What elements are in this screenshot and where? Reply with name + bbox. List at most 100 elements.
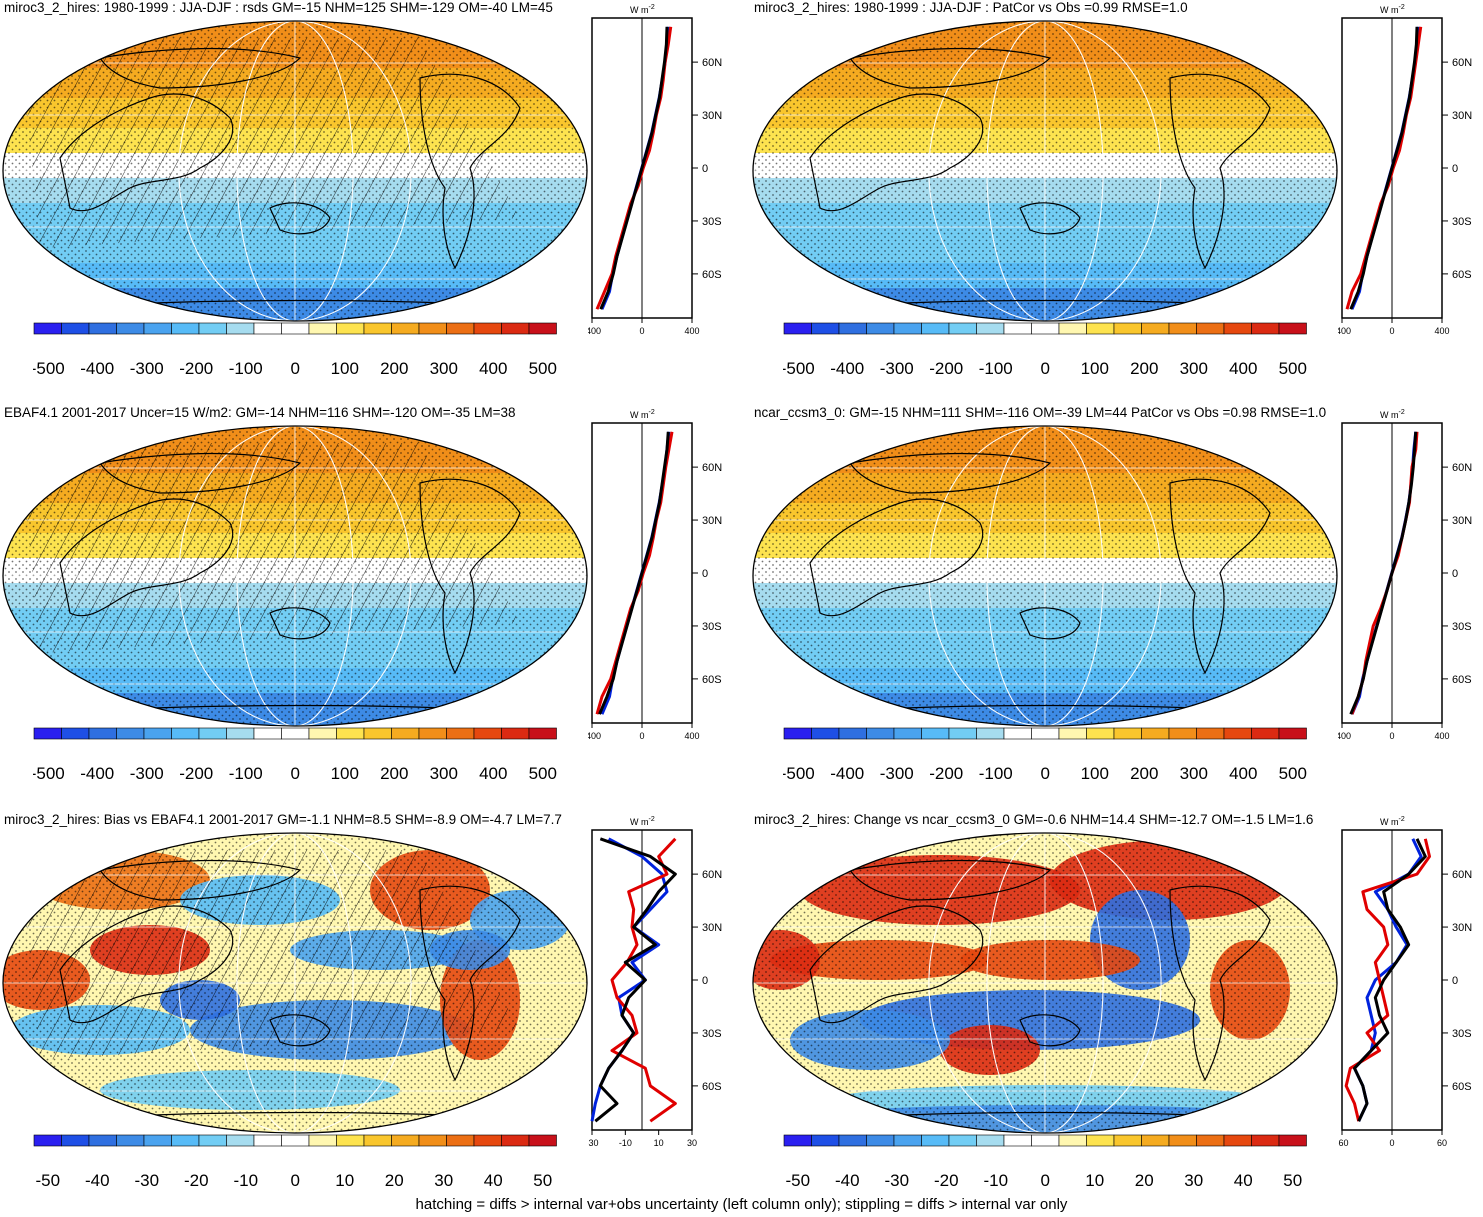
colorbar-tick-label: -30 — [884, 1171, 909, 1190]
colorbar-swatch — [1197, 1135, 1225, 1146]
colorbar-tick-label: -40 — [85, 1171, 110, 1190]
colorbar-tick-label: 0 — [1041, 764, 1050, 783]
panel-rsds-model-patcor: miroc3_2_hires: 1980-1999 : JJA-DJF : Pa… — [750, 0, 1483, 405]
x-tick-label: 0 — [639, 731, 644, 741]
global-map — [0, 830, 590, 1135]
lat-tick-label: 60N — [1452, 57, 1472, 69]
panel-rsds-obs: EBAF4.1 2001-2017 Uncer=15 W/m2: GM=-14 … — [0, 405, 740, 810]
colorbar-swatch — [474, 323, 502, 334]
colorbar-swatch — [784, 728, 812, 739]
colorbar-swatch — [1114, 1135, 1142, 1146]
colorbar-swatch — [1252, 323, 1280, 334]
colorbar-tick-label: 300 — [430, 764, 458, 783]
colorbar-tick-label: -30 — [134, 1171, 159, 1190]
x-tick-label: 400 — [1434, 326, 1449, 336]
lat-tick-label: 60S — [702, 674, 722, 686]
colorbar-swatch — [839, 323, 867, 334]
colorbar-swatch — [34, 1135, 62, 1146]
colorbar-tick-label: -100 — [979, 764, 1013, 783]
colorbar-swatch — [1142, 323, 1170, 334]
zonal-series-alt — [1355, 839, 1422, 1121]
global-map — [750, 423, 1340, 728]
colorbar-tick-label: 100 — [331, 359, 359, 378]
colorbar-tick-label: -10 — [983, 1171, 1008, 1190]
x-tick-label: 400 — [1434, 731, 1449, 741]
x-tick-label: 400 — [684, 731, 699, 741]
colorbar-swatch — [1087, 1135, 1115, 1146]
colorbar-swatch — [199, 728, 227, 739]
colorbar-tick-label: 0 — [1041, 1171, 1050, 1190]
colorbar-swatch — [447, 323, 475, 334]
colorbar-swatch — [337, 323, 365, 334]
colorbar-swatch — [502, 323, 530, 334]
colorbar-swatch — [447, 1135, 475, 1146]
colorbar-swatch — [227, 728, 255, 739]
colorbar-swatch — [254, 728, 282, 739]
colorbar-swatch — [34, 728, 62, 739]
x-tick-label: 60 — [1437, 1138, 1447, 1148]
colorbar-swatch — [144, 323, 172, 334]
panel-title: miroc3_2_hires: 1980-1999 : JJA-DJF : Pa… — [754, 0, 1188, 15]
x-tick-label: 0 — [639, 326, 644, 336]
colorbar-tick-label: -400 — [80, 764, 114, 783]
colorbar-swatch — [337, 1135, 365, 1146]
colorbar-tick-label: 30 — [1184, 1171, 1203, 1190]
colorbar-swatch — [502, 1135, 530, 1146]
colorbar-swatch — [419, 323, 447, 334]
colorbar-tick-label: 200 — [380, 359, 408, 378]
colorbar-tick-label: -500 — [33, 359, 65, 378]
colorbar-tick-label: -50 — [785, 1171, 810, 1190]
lat-tick-label: 30S — [702, 621, 722, 633]
colorbar-swatch — [1032, 728, 1060, 739]
colorbar-tick-label: 100 — [1081, 359, 1109, 378]
colorbar-tick-label: -500 — [783, 359, 815, 378]
colorbar-tick-label: 400 — [1229, 764, 1257, 783]
colorbar-tick-label: 50 — [533, 1171, 552, 1190]
colorbar-swatch — [337, 728, 365, 739]
lat-tick-label: 30S — [702, 216, 722, 228]
global-map — [750, 830, 1340, 1135]
colorbar-tick-label: -20 — [184, 1171, 209, 1190]
panel-title: miroc3_2_hires: 1980-1999 : JJA-DJF : rs… — [4, 0, 553, 15]
zonal-unit-label: W m-2 — [630, 409, 655, 420]
colorbar-swatch — [1279, 323, 1307, 334]
lat-tick-label: 30S — [1452, 216, 1472, 228]
zonal-unit-label: W m-2 — [1380, 816, 1405, 827]
colorbar-tick-label: 30 — [434, 1171, 453, 1190]
zonal-unit-label: W m-2 — [1380, 409, 1405, 420]
colorbar-tick-label: 400 — [479, 359, 507, 378]
colorbar-tick-label: -400 — [80, 359, 114, 378]
zonal-series-obs — [1351, 27, 1417, 309]
zonal-series-obs — [1351, 432, 1416, 714]
colorbar-swatch — [1004, 323, 1032, 334]
colorbar-tick-label: 20 — [385, 1171, 404, 1190]
x-tick-label: -400 — [588, 326, 601, 336]
zonal-unit-label: W m-2 — [630, 816, 655, 827]
global-map — [750, 18, 1340, 323]
colorbar-swatch — [812, 728, 840, 739]
colorbar-swatch — [199, 1135, 227, 1146]
colorbar-tick-label: 500 — [1279, 764, 1307, 783]
lat-tick-label: 60S — [702, 269, 722, 281]
colorbar-tick-label: -10 — [233, 1171, 258, 1190]
colorbar-swatch — [1114, 728, 1142, 739]
colorbar-swatch — [784, 1135, 812, 1146]
colorbar-tick-label: 200 — [1130, 359, 1158, 378]
lat-tick-label: 60N — [702, 869, 722, 881]
x-tick-label: 0 — [1389, 731, 1394, 741]
colorbar-swatch — [949, 1135, 977, 1146]
lat-tick-label: 60S — [702, 1081, 722, 1093]
colorbar-swatch — [62, 728, 90, 739]
colorbar-tick-label: -100 — [229, 764, 263, 783]
colorbar-swatch — [867, 323, 895, 334]
colorbar-tick-label: 400 — [1229, 359, 1257, 378]
colorbar-swatch — [254, 1135, 282, 1146]
zonal-series-alt — [602, 27, 668, 309]
colorbar-tick-label: 200 — [380, 764, 408, 783]
